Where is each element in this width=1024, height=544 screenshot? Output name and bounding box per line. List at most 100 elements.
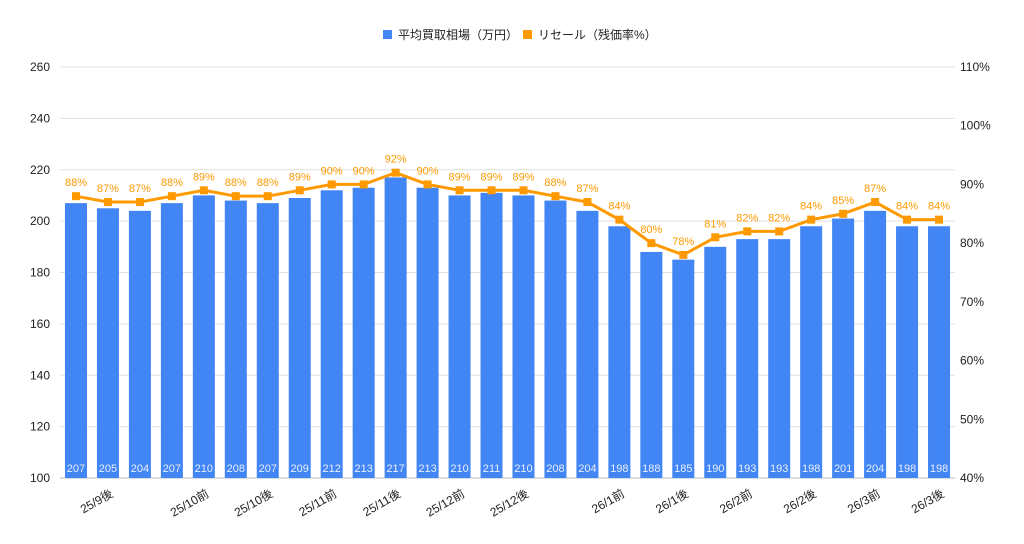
bar-data-label: 188 bbox=[642, 463, 660, 475]
bar bbox=[736, 239, 759, 478]
bar-data-label: 204 bbox=[131, 463, 149, 475]
line-data-label: 80% bbox=[640, 224, 662, 236]
bar-data-label: 198 bbox=[898, 463, 916, 475]
left-axis-tick: 160 bbox=[30, 317, 50, 331]
resale-line bbox=[75, 171, 940, 257]
bar-data-label: 204 bbox=[866, 463, 884, 475]
line-data-label: 81% bbox=[704, 218, 726, 230]
bar bbox=[672, 259, 695, 478]
line-point bbox=[455, 186, 464, 195]
line-point bbox=[583, 198, 592, 207]
bar-data-label: 198 bbox=[930, 463, 948, 475]
x-axis-tick: 26/1後 bbox=[653, 486, 691, 516]
bar bbox=[480, 192, 503, 478]
bar bbox=[64, 203, 87, 479]
legend-label-bar: 平均買取相場（万円） bbox=[398, 28, 518, 42]
bar bbox=[320, 190, 343, 479]
x-axis-tick: 26/3前 bbox=[844, 486, 882, 517]
bar-data-label: 213 bbox=[418, 463, 436, 475]
bar bbox=[640, 251, 663, 478]
line-data-label: 84% bbox=[928, 201, 950, 213]
bar bbox=[800, 226, 823, 478]
bar bbox=[768, 239, 791, 478]
bar bbox=[896, 226, 919, 478]
bar-data-label: 209 bbox=[291, 463, 309, 475]
bar-data-label: 210 bbox=[195, 463, 213, 475]
x-axis-tick: 25/10前 bbox=[167, 486, 211, 520]
line-point bbox=[71, 192, 80, 201]
line-point bbox=[615, 215, 624, 224]
line-point bbox=[327, 180, 336, 189]
line-data-label: 82% bbox=[736, 212, 758, 224]
line-point bbox=[935, 215, 944, 224]
line-data-label: 87% bbox=[97, 183, 119, 195]
left-axis-tick: 180 bbox=[30, 266, 50, 280]
legend: 平均買取相場（万円） リセール（残価率%） bbox=[383, 27, 657, 42]
bar bbox=[160, 203, 183, 479]
line-data-label: 88% bbox=[544, 177, 566, 189]
bar-data-label: 208 bbox=[227, 463, 245, 475]
left-axis-tick: 260 bbox=[30, 60, 50, 74]
bar-data-label: 201 bbox=[834, 463, 852, 475]
line-data-label: 89% bbox=[193, 171, 215, 183]
line-data-label: 89% bbox=[512, 171, 534, 183]
bar bbox=[608, 226, 631, 478]
line-point bbox=[359, 180, 368, 189]
bar-data-label: 210 bbox=[450, 463, 468, 475]
bar-data-label: 210 bbox=[514, 463, 532, 475]
line-data-label: 89% bbox=[289, 171, 311, 183]
bar-data-label: 208 bbox=[546, 463, 564, 475]
x-axis-tick: 25/12後 bbox=[488, 486, 531, 519]
line-data-label: 84% bbox=[800, 201, 822, 213]
right-axis-tick: 60% bbox=[960, 354, 984, 368]
left-axis-tick: 120 bbox=[30, 420, 50, 434]
left-axis-tick: 100 bbox=[30, 471, 50, 485]
line-point bbox=[231, 192, 240, 201]
line-point bbox=[135, 198, 144, 207]
line-data-label: 90% bbox=[417, 165, 439, 177]
bar bbox=[384, 177, 407, 479]
x-axis-tick: 25/12前 bbox=[423, 486, 467, 520]
bar bbox=[544, 200, 567, 478]
right-axis-tick: 90% bbox=[960, 177, 984, 191]
bar-data-label: 211 bbox=[483, 463, 501, 475]
left-axis-tick: 220 bbox=[30, 163, 50, 177]
line-point bbox=[647, 239, 656, 248]
line-data-label: 88% bbox=[161, 177, 183, 189]
legend-swatch-line bbox=[523, 30, 532, 39]
line-data-label: 87% bbox=[576, 183, 598, 195]
line-data-label: 78% bbox=[672, 236, 694, 248]
bar bbox=[256, 203, 279, 479]
left-axis-tick: 200 bbox=[30, 214, 50, 228]
bar bbox=[928, 226, 951, 478]
left-axis-tick: 240 bbox=[30, 111, 50, 125]
line-point bbox=[679, 250, 688, 259]
bar bbox=[864, 210, 887, 478]
bar-data-label: 185 bbox=[674, 463, 692, 475]
line-point bbox=[903, 215, 912, 224]
bar bbox=[352, 187, 375, 478]
bar bbox=[704, 246, 727, 478]
x-axis-tick: 25/9後 bbox=[78, 486, 116, 516]
line-point bbox=[871, 198, 880, 207]
right-axis-tick: 70% bbox=[960, 295, 984, 309]
line-data-label: 89% bbox=[449, 171, 471, 183]
bar-data-label: 207 bbox=[259, 463, 277, 475]
line-data-label: 84% bbox=[608, 201, 630, 213]
right-axis-tick: 80% bbox=[960, 236, 984, 250]
bar-data-label: 193 bbox=[770, 463, 788, 475]
bar bbox=[192, 195, 215, 478]
x-axis-tick: 26/1前 bbox=[589, 486, 627, 517]
bar-data-label: 217 bbox=[386, 463, 404, 475]
x-axis-tick: 25/11前 bbox=[296, 486, 339, 520]
right-axis-tick: 110% bbox=[960, 60, 990, 74]
line-point bbox=[423, 180, 432, 189]
line-data-label: 88% bbox=[257, 177, 279, 189]
bar-data-label: 193 bbox=[738, 463, 756, 475]
bar-data-label: 204 bbox=[578, 463, 596, 475]
left-axis-tick: 140 bbox=[30, 368, 50, 382]
line-point bbox=[775, 227, 784, 236]
bar bbox=[96, 208, 119, 478]
line-point bbox=[551, 192, 560, 201]
